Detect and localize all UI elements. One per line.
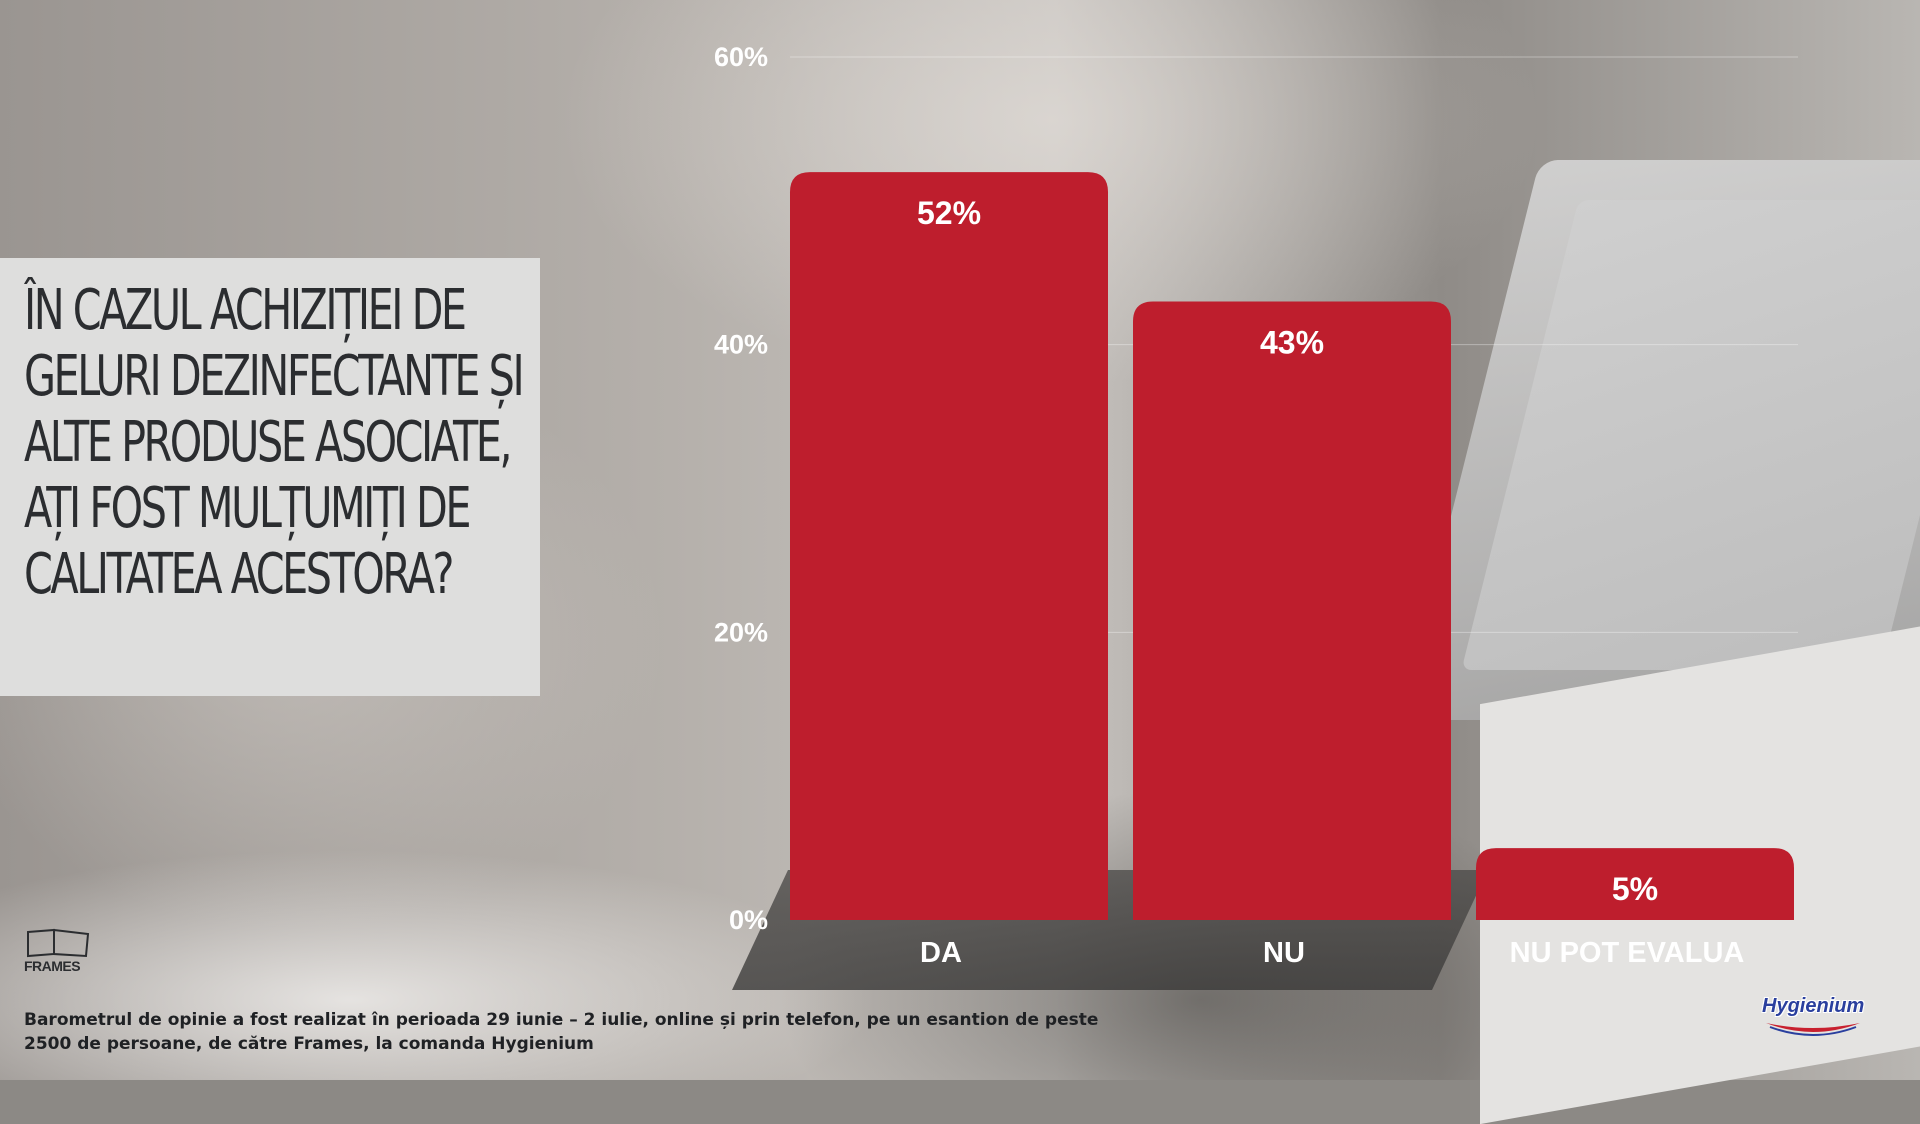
y-tick-label: 60% [714, 42, 768, 72]
y-tick-label: 40% [714, 330, 768, 360]
category-label: NU [1263, 937, 1305, 969]
question-text: În cazul achiziției de geluri dezinfecta… [24, 278, 525, 607]
bar-nu-pot-evalua [1476, 848, 1794, 920]
frames-logo-text: FRAMES [24, 958, 81, 974]
bar-chart: 0% 20% 40% 60% 52% DA 43% NU 5% NU POT EVALUA [714, 42, 1798, 969]
y-tick-label: 0% [729, 905, 768, 935]
bar-nu [1133, 301, 1451, 920]
bar-value-label: 52% [917, 195, 981, 231]
category-label: DA [920, 937, 962, 969]
question-panel [0, 258, 540, 696]
hygienium-logo-icon [1766, 1023, 1860, 1036]
category-label: NU POT EVALUA [1510, 937, 1745, 969]
frames-logo-icon [27, 928, 90, 958]
bar-value-label: 43% [1260, 325, 1324, 361]
bar-da [790, 172, 1108, 921]
footnote: Barometrul de opinie a fost realizat în … [24, 1010, 1099, 1054]
hygienium-logo-text: Hygienium [1762, 995, 1865, 1017]
bar-value-label: 5% [1612, 871, 1658, 907]
y-tick-label: 20% [714, 617, 768, 647]
